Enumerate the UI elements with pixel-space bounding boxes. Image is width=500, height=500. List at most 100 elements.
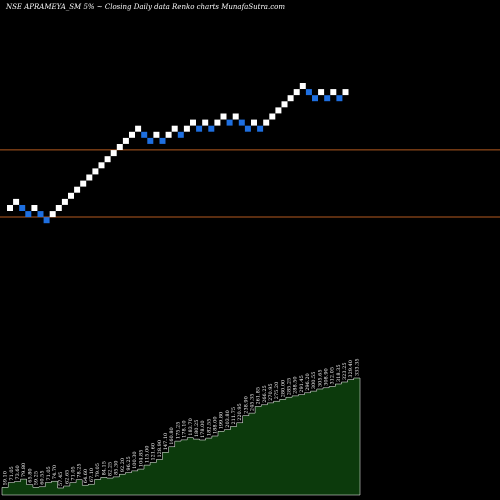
- renko-brick-up: [232, 113, 239, 120]
- renko-brick-up: [110, 150, 117, 157]
- area-series: [1, 377, 361, 496]
- area-value-label: 203.80: [225, 410, 231, 428]
- area-value-label: 312.05: [330, 367, 336, 385]
- renko-brick-up: [214, 119, 221, 126]
- renko-brick-up: [74, 186, 81, 193]
- area-value-label: 211.75: [231, 407, 237, 425]
- area-value-label: 121.60: [151, 443, 157, 461]
- renko-brick-down: [159, 137, 166, 144]
- area-value-label: 329.40: [348, 360, 354, 378]
- area-value-label: 96.25: [126, 456, 132, 470]
- renko-brick-down: [238, 119, 245, 126]
- renko-brick-up: [263, 119, 270, 126]
- area-value-label: 71.05: [9, 466, 15, 480]
- renko-brick-up: [104, 156, 111, 163]
- area-value-label: 65.80: [27, 468, 33, 482]
- renko-brick-up: [68, 192, 74, 199]
- area-value-label: 270.95: [268, 383, 274, 401]
- area-value-label: 71.05: [46, 466, 52, 480]
- area-value-label: 59.10: [3, 471, 9, 485]
- renko-brick-down: [312, 95, 318, 102]
- area-value-label: 296.20: [305, 373, 311, 391]
- volume-labels: 59.10 71.05 73.60 79.80 65.80 59.25 60.55 71.05…: [3, 359, 361, 487]
- area-value-label: 300.55: [311, 372, 317, 390]
- renko-brick-up: [202, 119, 209, 126]
- area-value-label: 183.70: [188, 418, 194, 436]
- area-value-label: 67.10: [89, 468, 95, 482]
- area-value-label: 308.90: [324, 368, 330, 386]
- renko-brick-up: [13, 198, 20, 205]
- renko-brick-up: [116, 144, 123, 150]
- renko-brick-down: [19, 205, 26, 211]
- area-value-label: 318.35: [336, 365, 342, 383]
- area-value-label: 73.60: [15, 465, 21, 479]
- renko-brick-down: [177, 131, 184, 138]
- renko-brick-up: [269, 113, 276, 120]
- renko-brick-up: [61, 198, 68, 205]
- area-value-label: 82.25: [108, 462, 114, 476]
- renko-brick-up: [190, 119, 196, 126]
- area-value-label: 291.45: [299, 375, 305, 393]
- area-value-label: 220.95: [237, 403, 243, 421]
- chart-title: NSE APRAMEYA_SM 5% ~ Closing Daily data …: [5, 3, 285, 11]
- renko-brick-up: [299, 83, 306, 89]
- renko-brick-down: [43, 217, 50, 224]
- area-value-label: 74.70: [52, 465, 58, 479]
- area-value-label: 128.90: [157, 440, 163, 458]
- area-value-label: 57.45: [58, 472, 64, 486]
- area-value-label: 333.35: [354, 359, 360, 377]
- area-value-label: 199.80: [219, 412, 225, 430]
- area-value-label: 285.25: [287, 378, 293, 396]
- area-value-label: 280.00: [280, 380, 286, 398]
- renko-brick-up: [31, 205, 38, 211]
- area-value-label: 104.85: [138, 450, 144, 468]
- renko-brick-up: [86, 174, 93, 181]
- area-value-label: 178.00: [200, 421, 206, 439]
- renko-brick-down: [141, 131, 148, 138]
- area-value-label: 238.90: [243, 396, 249, 414]
- renko-brick-up: [55, 205, 62, 211]
- area-value-label: 175.25: [175, 422, 181, 440]
- renko-brick-up: [153, 131, 160, 138]
- area-value-label: 79.80: [21, 463, 27, 477]
- area-value-label: 115.00: [145, 446, 151, 464]
- area-value-label: 79.05: [95, 463, 101, 477]
- renko-brick-up: [293, 89, 300, 96]
- renko-brick-up: [49, 211, 56, 218]
- area-value-label: 92.20: [120, 458, 126, 472]
- renko-brick-down: [196, 125, 203, 132]
- renko-brick-up: [122, 137, 129, 144]
- renko-brick-down: [305, 89, 312, 96]
- area-value-label: 62.65: [64, 470, 70, 484]
- renko-brick-up: [165, 131, 172, 138]
- area-value-label: 188.00: [212, 417, 218, 435]
- renko-brick-down: [226, 119, 233, 126]
- renko-brick-up: [129, 131, 135, 138]
- renko-brick-up: [220, 113, 227, 120]
- area-value-label: 266.25: [262, 385, 268, 403]
- area-value-label: 64.60: [83, 469, 89, 483]
- area-value-label: 85.30: [114, 461, 120, 475]
- renko-brick-up: [275, 107, 282, 114]
- renko-brick-up: [171, 125, 178, 132]
- area-value-label: 60.55: [40, 470, 46, 484]
- renko-brick-down: [37, 211, 44, 218]
- renko-brick-up: [318, 89, 325, 96]
- renko-brick-up: [251, 119, 257, 126]
- volume-area: [1, 377, 361, 496]
- area-value-label: 261.85: [256, 387, 262, 405]
- renko-brick-down: [336, 95, 343, 102]
- renko-brick-up: [342, 89, 349, 96]
- area-value-label: 71.05: [71, 466, 77, 480]
- area-value-label: 323.25: [342, 363, 348, 381]
- area-value-label: 182.55: [206, 419, 212, 437]
- area-value-label: 59.25: [33, 471, 39, 485]
- renko-brick-up: [287, 95, 294, 102]
- area-value-label: 147.10: [163, 433, 169, 451]
- area-value-label: 288.50: [293, 376, 299, 394]
- area-value-label: 275.20: [274, 382, 280, 400]
- area-value-label: 84.15: [101, 461, 107, 475]
- area-value-label: 78.25: [77, 463, 83, 477]
- renko-brick-up: [330, 89, 337, 96]
